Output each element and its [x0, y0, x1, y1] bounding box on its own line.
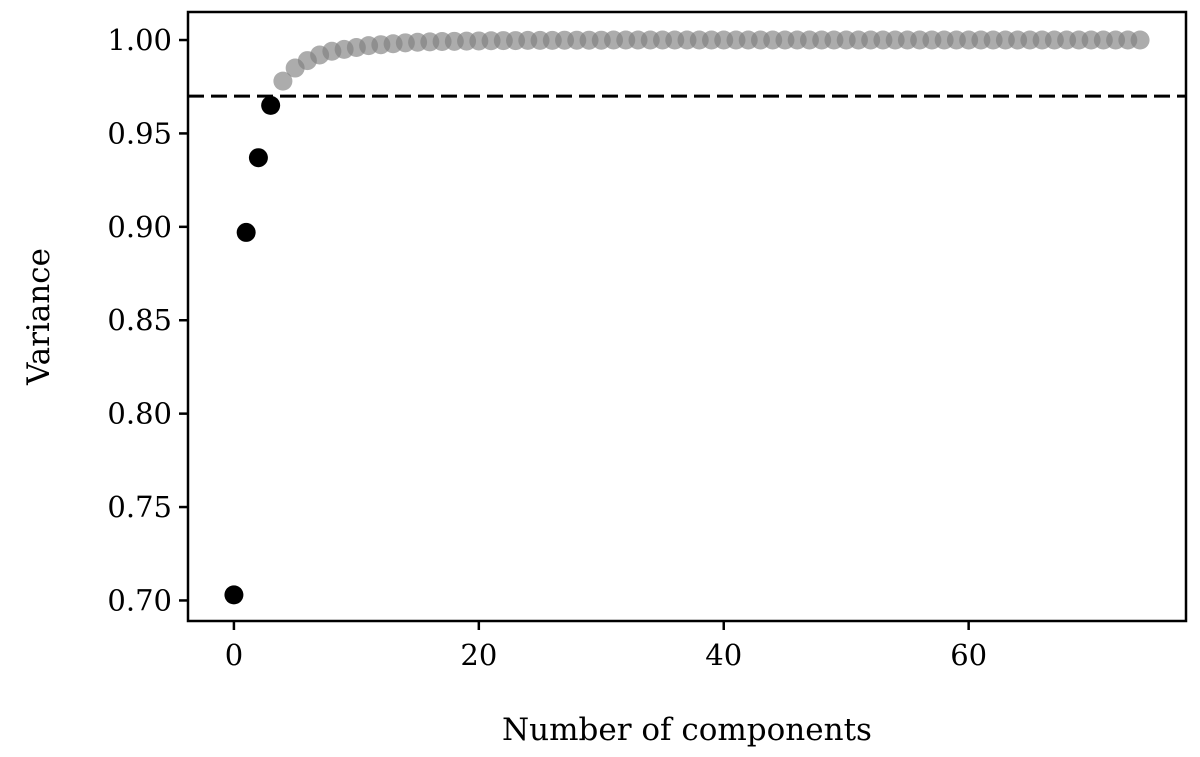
y-tick-label: 0.70	[107, 583, 172, 617]
component-point	[1130, 30, 1150, 50]
y-tick-label: 0.85	[107, 303, 172, 337]
plot-area	[188, 30, 1186, 605]
plot-frame	[186, 10, 1188, 623]
selected-component-point	[236, 222, 256, 242]
x-axis-label: Number of components	[502, 712, 872, 748]
selected-component-point	[248, 148, 268, 168]
axes: 0 20 40 60 0.70 0.75 0.80 0.85 0.90 0.95 1.00	[107, 10, 1188, 672]
y-tick-label: 0.90	[107, 210, 172, 244]
y-axis-label: Variance	[21, 248, 57, 386]
x-tick-label: 20	[460, 638, 497, 672]
y-tick-label: 0.95	[107, 116, 172, 150]
selected-component-point	[224, 585, 244, 605]
x-tick-label: 40	[705, 638, 742, 672]
x-tick-label: 0	[225, 638, 243, 672]
selected-component-point	[261, 95, 281, 115]
x-tick-label: 60	[950, 638, 987, 672]
component-point	[273, 71, 293, 91]
y-tick-label: 0.75	[107, 490, 172, 524]
y-tick-label: 1.00	[107, 23, 172, 57]
y-tick-label: 0.80	[107, 397, 172, 431]
